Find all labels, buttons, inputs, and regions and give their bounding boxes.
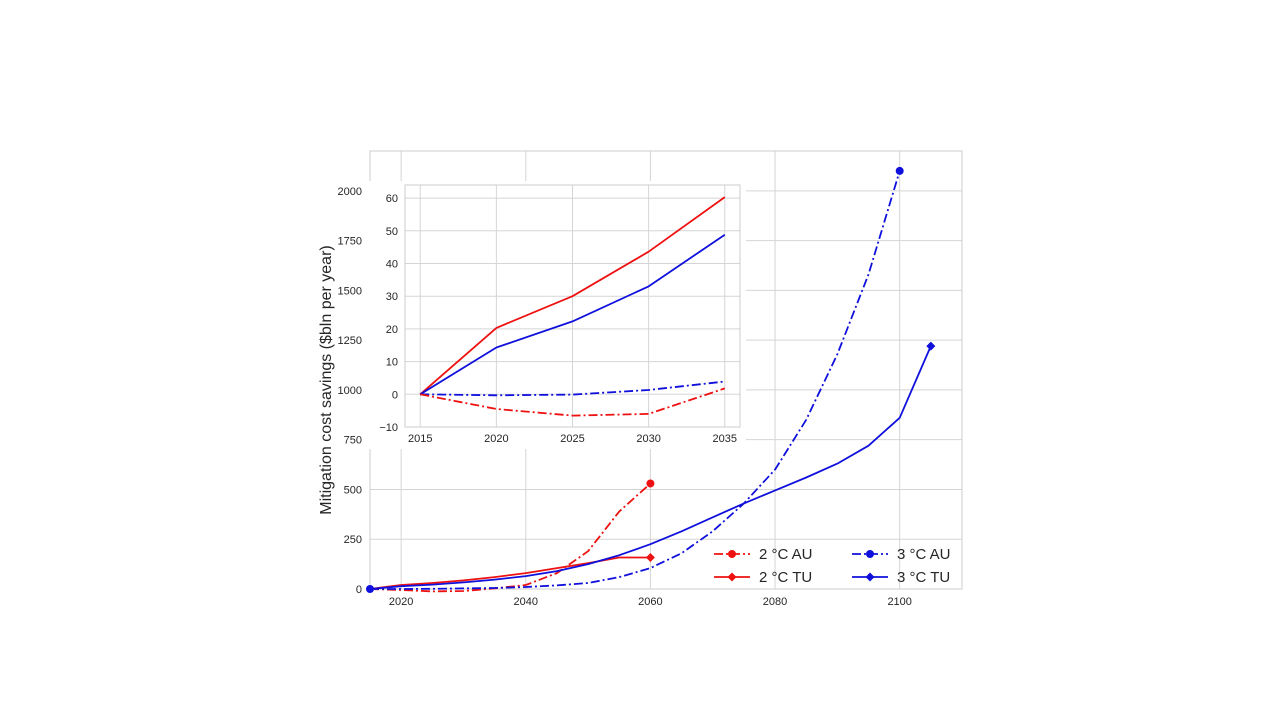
legend-marker — [728, 550, 736, 558]
main-y-tick-label: 1750 — [338, 236, 362, 248]
legend-label: 3 °C AU — [897, 546, 951, 563]
main-x-tick-label: 2100 — [887, 596, 911, 608]
inset-y-tick-label: 10 — [386, 357, 398, 369]
main-y-tick-label: 500 — [344, 484, 362, 496]
inset-y-tick-label: 30 — [386, 291, 398, 303]
inset-series-line-2-c-tu — [419, 196, 726, 395]
series-start-marker — [366, 585, 374, 593]
inset-plot-frame — [404, 184, 741, 428]
inset-y-tick-label: 50 — [386, 226, 398, 238]
legend-label: 2 °C TU — [759, 569, 812, 586]
main-x-tick-label: 2040 — [514, 596, 538, 608]
main-y-axis-label: Mitigation cost savings ($bln per year) — [318, 245, 335, 514]
inset-x-tick-label: 2030 — [636, 433, 660, 445]
inset-x-tick-label: 2025 — [560, 433, 584, 445]
series-end-marker-3-c-au — [895, 166, 904, 175]
inset-y-tick-label: 40 — [386, 258, 398, 270]
series-end-marker-2-c-tu — [645, 553, 655, 563]
inset-y-tick-label: −10 — [379, 422, 398, 434]
series-line-3-c-au — [370, 170, 901, 590]
inset-y-tick-label: 20 — [386, 324, 398, 336]
inset-series-line-3-c-tu — [419, 233, 726, 396]
main-y-tick-label: 750 — [344, 435, 362, 447]
legend-marker — [865, 572, 875, 582]
inset-x-tick-label: 2015 — [408, 433, 432, 445]
series-end-marker-2-c-au — [646, 479, 655, 488]
inset-y-tick-label: 60 — [386, 193, 398, 205]
inset-x-tick-label: 2035 — [713, 433, 737, 445]
legend-marker — [727, 572, 737, 582]
main-y-tick-label: 1000 — [338, 385, 362, 397]
main-x-tick-label: 2080 — [763, 596, 787, 608]
series-line-3-c-tu — [369, 345, 932, 590]
main-y-tick-label: 2000 — [338, 186, 362, 198]
inset-y-tick-label: 0 — [392, 389, 398, 401]
legend-label: 3 °C TU — [897, 569, 950, 586]
legend-marker — [866, 550, 874, 558]
series-end-marker-3-c-tu — [926, 341, 936, 351]
inset-x-tick-label: 2020 — [484, 433, 508, 445]
main-y-tick-label: 0 — [356, 584, 362, 596]
main-y-tick-label: 250 — [344, 534, 362, 546]
main-y-tick-label: 1500 — [338, 285, 362, 297]
main-x-tick-label: 2020 — [389, 596, 413, 608]
main-x-tick-label: 2060 — [638, 596, 662, 608]
main-y-tick-label: 1250 — [338, 335, 362, 347]
legend-label: 2 °C AU — [759, 546, 813, 563]
inset-series-line-2-c-au — [420, 387, 726, 417]
